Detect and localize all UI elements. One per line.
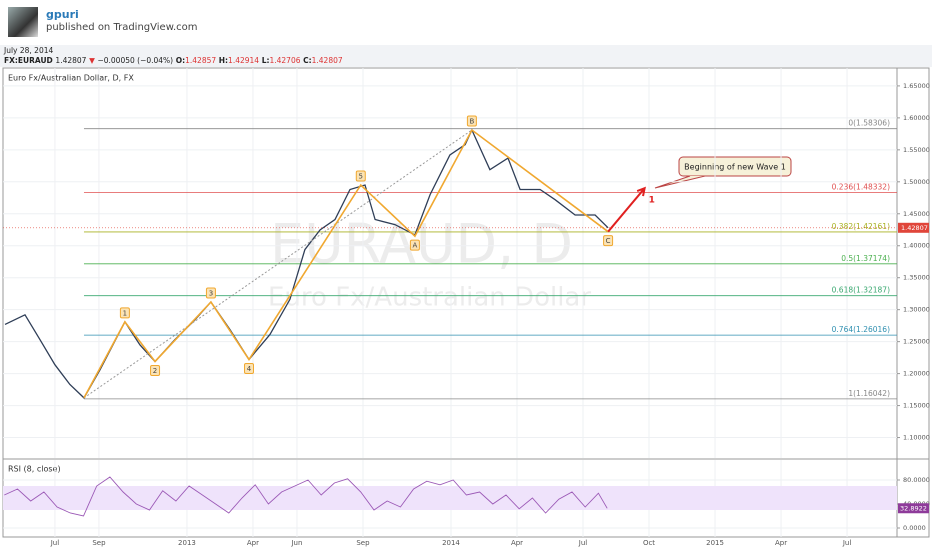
- symbol: FX:EURAUD: [4, 56, 53, 65]
- grid: [3, 68, 897, 537]
- h-label: H:: [218, 56, 229, 65]
- x-tick-label: Sep: [92, 539, 106, 547]
- watermark: EURAUD, D: [270, 213, 573, 276]
- x-tick-label: Apr: [247, 539, 259, 547]
- fib-label: 0.382(1.42161): [832, 222, 890, 231]
- y-tick-label: 1.30000: [903, 306, 930, 314]
- author[interactable]: gpuri: [46, 8, 79, 21]
- price-line: [4, 128, 609, 399]
- y-tick-label: 1.50000: [903, 178, 930, 186]
- l-label: L:: [261, 56, 270, 65]
- high: 1.42914: [228, 56, 260, 65]
- quote: FX:EURAUD 1.42807 ▼ −0.00050 (−0.04%) O:…: [4, 56, 343, 65]
- wave-badge: [150, 364, 161, 376]
- x-tick-label: 2013: [178, 539, 196, 547]
- wave-label: 5: [359, 173, 363, 181]
- rsi-last-label: 32.8922: [900, 504, 927, 512]
- callout-text: Beginning of new Wave 1: [684, 163, 786, 172]
- wave-badge: [466, 115, 477, 127]
- wave-badge: [205, 287, 216, 299]
- last: 1.42807: [55, 56, 87, 65]
- callout-box: [678, 156, 792, 177]
- avatar: [8, 7, 38, 37]
- wave-badge: [355, 170, 366, 182]
- c-label: C:: [303, 56, 312, 65]
- x-tick-label: Oct: [643, 539, 655, 547]
- price-line: [4, 476, 608, 517]
- wave-label: C: [606, 237, 611, 245]
- watermark-sub: Euro Fx/Australian Dollar: [268, 283, 591, 313]
- frame: [2, 67, 930, 538]
- y-tick-label: 40.0000: [903, 500, 930, 508]
- x-tick-label: Apr: [511, 539, 523, 547]
- y-tick-label: 1.15000: [903, 402, 930, 410]
- x-tick-label: Sep: [356, 539, 370, 547]
- open: 1.42857: [185, 56, 217, 65]
- y-tick-label: 1.65000: [903, 82, 930, 90]
- y-tick-label: 1.60000: [903, 114, 930, 122]
- y-tick-label: 80.0000: [903, 476, 930, 484]
- x-tick-label: Apr: [775, 539, 787, 547]
- y-tick-label: 1.10000: [903, 434, 930, 442]
- x-tick-label: 2015: [706, 539, 724, 547]
- low: 1.42706: [269, 56, 301, 65]
- callout-pointer: [654, 175, 706, 189]
- y-tick-label: 1.55000: [903, 146, 930, 154]
- fib-label: 0(1.58306): [848, 119, 890, 128]
- last-price-label: 1.42807: [901, 224, 928, 232]
- arrow: [607, 187, 646, 233]
- arrow-down: ▼: [89, 56, 95, 65]
- wave-badge: [243, 363, 254, 375]
- fib-label: 1(1.16042): [848, 389, 890, 398]
- wave-label: 4: [247, 365, 252, 373]
- fib-label: 0.5(1.37174): [841, 254, 890, 263]
- header: gpuri published on TradingView.com: [0, 0, 932, 45]
- x-tick-label: Jul: [50, 539, 60, 547]
- fib-label: 0.618(1.32187): [832, 286, 890, 295]
- wave-label: A: [413, 242, 418, 250]
- wave-label: 3: [209, 290, 213, 298]
- y-tick-label: 1.40000: [903, 242, 930, 250]
- x-tick-label: Jul: [842, 539, 852, 547]
- y-tick-label: 1.35000: [903, 274, 930, 282]
- y-tick-label: 1.45000: [903, 210, 930, 218]
- change: −0.00050 (−0.04%): [97, 56, 174, 65]
- wave-badge: [119, 307, 130, 319]
- chart-title: Euro Fx/Australian Dollar, D, FX: [8, 74, 134, 83]
- info-bar: July 28, 2014 FX:EURAUD 1.42807 ▼ −0.000…: [0, 45, 932, 67]
- wave-label: 1: [123, 309, 127, 317]
- wave-badge: [409, 239, 420, 251]
- arrow-label: 1: [649, 196, 655, 206]
- y-tick-label: 1.25000: [903, 338, 930, 346]
- date: July 28, 2014: [4, 46, 54, 55]
- published: published on TradingView.com: [46, 22, 198, 33]
- y-tick-label: 0.0000: [903, 524, 926, 532]
- close: 1.42807: [311, 56, 343, 65]
- fib-label: 0.236(1.48332): [832, 182, 890, 191]
- x-tick-label: 2014: [442, 539, 460, 547]
- o-label: O:: [175, 56, 186, 65]
- wave-badge: [603, 235, 614, 247]
- rsi-band: [3, 485, 897, 510]
- x-tick-label: Jul: [578, 539, 588, 547]
- y-tick-label: 1.20000: [903, 370, 930, 378]
- x-tick-label: Jun: [290, 539, 302, 547]
- wave-label: B: [469, 118, 474, 126]
- rsi-title: RSI (8, close): [8, 465, 61, 474]
- wave-line: [83, 128, 609, 399]
- fib-trend: [83, 129, 473, 399]
- last-price-tag: [898, 222, 929, 233]
- arrow-head: [636, 186, 646, 197]
- rsi-tag: [898, 503, 929, 514]
- fib-label: 0.764(1.26016): [832, 325, 890, 334]
- wave-label: 2: [153, 367, 157, 375]
